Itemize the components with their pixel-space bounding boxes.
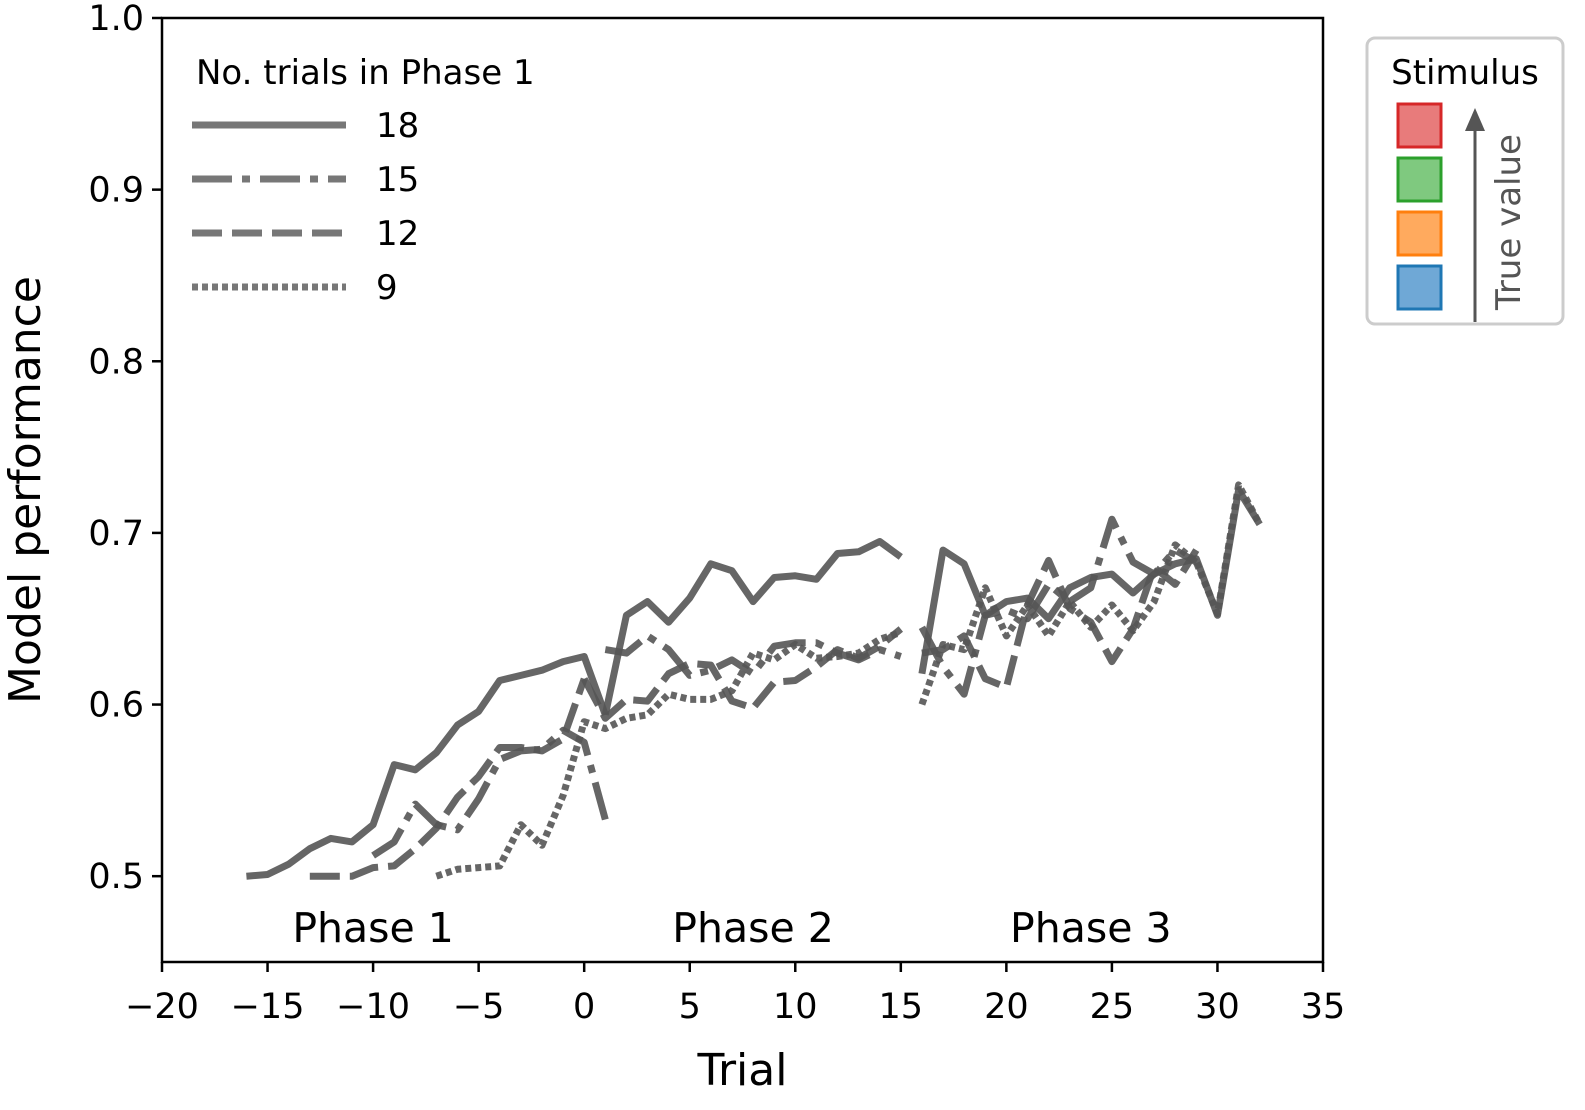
plot-frame bbox=[160, 16, 1325, 964]
x-tick-label: −15 bbox=[231, 987, 305, 1027]
y-tick-label: 0.7 bbox=[88, 514, 144, 554]
axes-layer: −20 −15 −10 −5 0 5 10 15 20 25 30 35 0.5 0.6 0.7 0.8 0.9… bbox=[0, 0, 1345, 1096]
series-line-15 bbox=[371, 726, 609, 859]
series-line-18 bbox=[246, 653, 609, 880]
legend-label: 9 bbox=[376, 268, 398, 308]
phase-label: Phase 3 bbox=[1010, 904, 1172, 952]
plot-area: Phase 1 Phase 2 Phase 3 bbox=[160, 16, 1325, 964]
phase-label: Phase 2 bbox=[672, 904, 834, 952]
stimulus-swatch bbox=[1396, 264, 1443, 311]
true-value-label: True value bbox=[1489, 134, 1529, 311]
legend-label: 15 bbox=[376, 160, 419, 200]
x-tick-label: −5 bbox=[453, 987, 505, 1027]
x-tick-label: 30 bbox=[1195, 987, 1240, 1027]
y-tick-label: 0.8 bbox=[88, 342, 144, 382]
x-tick-label: 20 bbox=[984, 987, 1029, 1027]
legend-title: No. trials in Phase 1 bbox=[196, 53, 535, 93]
legend-label: 12 bbox=[376, 214, 419, 254]
legend2-title: Stimulus bbox=[1391, 53, 1539, 93]
y-axis-title: Model performance bbox=[0, 276, 51, 704]
phase-label: Phase 1 bbox=[292, 904, 454, 952]
legend-series: No. trials in Phase 1 18 15 12 9 bbox=[192, 53, 535, 308]
x-tick-label: −10 bbox=[336, 987, 410, 1027]
x-axis-title: Trial bbox=[697, 1045, 788, 1096]
arrow-head-icon bbox=[1465, 108, 1485, 131]
y-tick-label: 0.5 bbox=[88, 857, 144, 897]
x-tick-label: 0 bbox=[573, 987, 595, 1027]
y-tick-label: 0.9 bbox=[88, 171, 144, 211]
x-tick-label: 15 bbox=[879, 987, 924, 1027]
legend-stimulus: Stimulus True value bbox=[1365, 36, 1565, 326]
series-line-9 bbox=[918, 481, 1263, 706]
series-layer bbox=[246, 481, 1263, 880]
x-tick-label: 25 bbox=[1090, 987, 1135, 1027]
y-tick-label: 0.6 bbox=[88, 686, 144, 726]
series-line-18 bbox=[601, 538, 903, 716]
legend-label: 18 bbox=[376, 106, 419, 146]
stimulus-swatch bbox=[1396, 102, 1443, 149]
series-line-12 bbox=[581, 626, 904, 722]
stimulus-swatch bbox=[1396, 210, 1443, 257]
x-tick-label: −20 bbox=[125, 987, 199, 1027]
series-line-9 bbox=[435, 629, 902, 880]
series-9 bbox=[435, 481, 1263, 880]
x-tick-label: 10 bbox=[773, 987, 818, 1027]
x-tick-label: 35 bbox=[1301, 987, 1346, 1027]
stimulus-swatch bbox=[1396, 156, 1443, 203]
y-tick-label: 1.0 bbox=[88, 0, 144, 39]
x-tick-label: 5 bbox=[679, 987, 701, 1027]
series-line-12 bbox=[309, 677, 588, 880]
